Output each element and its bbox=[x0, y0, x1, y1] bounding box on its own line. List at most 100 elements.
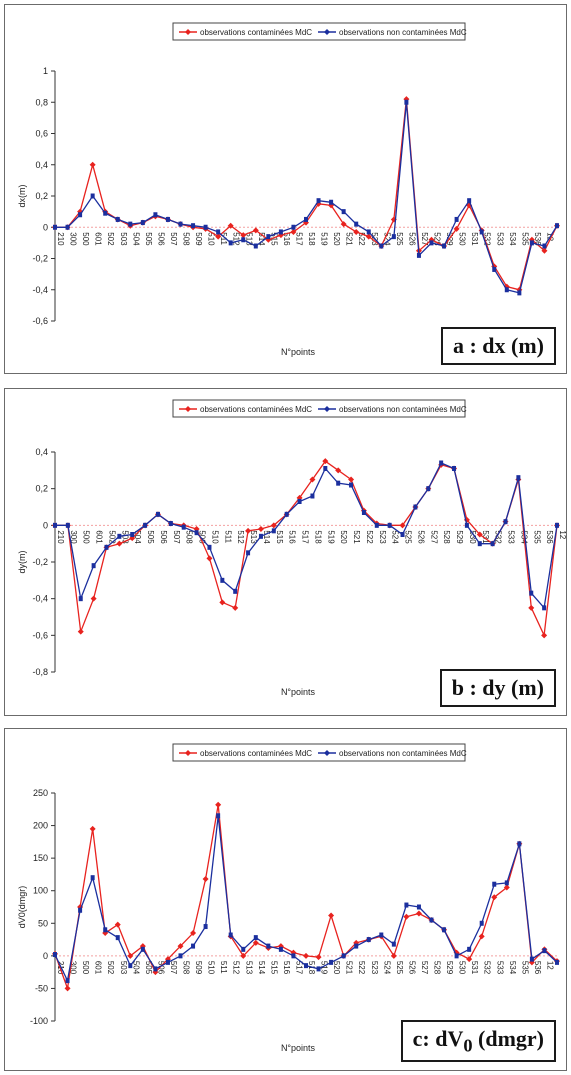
point-contam-dv0 bbox=[328, 912, 335, 919]
x-tick-label-dx: 500 bbox=[81, 232, 90, 246]
point-noncontam-dy bbox=[374, 522, 379, 528]
legend-marker-noncontam-dx bbox=[324, 29, 330, 35]
x-tick-label-dv0: 533 bbox=[495, 961, 504, 975]
point-contam-dx bbox=[340, 221, 347, 228]
point-noncontam-dy bbox=[130, 532, 135, 537]
point-noncontam-dx bbox=[429, 240, 434, 246]
point-noncontam-dy bbox=[78, 596, 83, 602]
point-noncontam-dx bbox=[517, 290, 522, 296]
x-tick-label-dy: 507 bbox=[172, 530, 181, 544]
x-tick-label-dy: 524 bbox=[391, 530, 400, 544]
point-noncontam-dx bbox=[442, 243, 447, 249]
point-noncontam-dv0 bbox=[115, 935, 120, 941]
chart-svg-dv0: observations contaminées MdC observations… bbox=[17, 743, 560, 1053]
point-contam-dx bbox=[353, 228, 360, 235]
legend-label-contam-dv0: observations contaminées MdC bbox=[200, 749, 312, 758]
x-tick-label-dx: 510 bbox=[207, 232, 216, 246]
point-noncontam-dy bbox=[271, 528, 276, 534]
y-tick-label-dy: 0,2 bbox=[35, 484, 48, 494]
point-contam-dy bbox=[257, 526, 264, 532]
point-noncontam-dx bbox=[555, 223, 559, 229]
chart-svg-dx: observations contaminées MdC observations… bbox=[17, 22, 560, 357]
y-tick-label-dx: 0,4 bbox=[35, 160, 48, 170]
x-tick-label-dx: 504 bbox=[131, 232, 140, 246]
x-tick-label-dy: 525 bbox=[404, 530, 413, 544]
legend-label-contam-dy: observations contaminées MdC bbox=[200, 405, 312, 414]
point-contam-dv0 bbox=[478, 933, 485, 940]
point-noncontam-dy bbox=[117, 533, 122, 539]
x-axis-title-dx: N°points bbox=[281, 347, 316, 357]
point-noncontam-dv0 bbox=[291, 953, 296, 959]
series-line-contam-dy bbox=[55, 460, 558, 638]
x-tick-label-dv0: 516 bbox=[282, 961, 291, 975]
x-tick-label-dx: 505 bbox=[144, 232, 153, 246]
point-noncontam-dy bbox=[91, 563, 96, 569]
point-noncontam-dy bbox=[426, 486, 431, 492]
point-contam-dv0 bbox=[240, 952, 247, 959]
point-noncontam-dv0 bbox=[504, 880, 509, 886]
x-tick-label-dv0: 530 bbox=[458, 961, 467, 975]
point-noncontam-dv0 bbox=[555, 959, 559, 965]
x-tick-label-dv0: 520 bbox=[332, 961, 341, 975]
point-noncontam-dx bbox=[178, 221, 183, 227]
legend-marker-contam-dv0 bbox=[185, 750, 191, 756]
y-tick-label-dx: -0,6 bbox=[32, 316, 48, 326]
x-tick-label-dx: 601 bbox=[94, 232, 103, 246]
panel-label-dv0-sub: 0 bbox=[463, 1035, 473, 1055]
legend-dy: observations contaminées MdC observations… bbox=[172, 399, 467, 418]
y-tick-label-dv0: -50 bbox=[35, 983, 48, 993]
point-contam-dx bbox=[365, 233, 372, 240]
x-tick-label-dx: 512 bbox=[232, 232, 241, 246]
x-tick-label-dx: 535 bbox=[520, 232, 529, 246]
x-tick-label-dv0: 529 bbox=[445, 961, 454, 975]
legend-label-contam-dx: observations contaminées MdC bbox=[200, 28, 312, 37]
x-tick-label-dv0: 526 bbox=[407, 961, 416, 975]
point-contam-dv0 bbox=[102, 930, 109, 937]
point-noncontam-dv0 bbox=[316, 966, 321, 972]
point-noncontam-dv0 bbox=[216, 813, 221, 819]
x-tick-label-dy: 521 bbox=[352, 530, 361, 544]
point-contam-dv0 bbox=[415, 910, 422, 917]
point-contam-dy bbox=[232, 604, 239, 611]
point-contam-dy bbox=[322, 458, 329, 465]
legend-label-noncontam-dy: observations non contaminées MdC bbox=[339, 405, 467, 414]
x-tick-label-dv0: 509 bbox=[194, 961, 203, 975]
point-contam-dy bbox=[309, 476, 316, 483]
point-contam-dx bbox=[290, 228, 297, 235]
x-tick-label-dy: 529 bbox=[455, 530, 464, 544]
panel-label-dv0-tail: (dmgr) bbox=[472, 1025, 544, 1051]
x-tick-label-dv0: 503 bbox=[119, 961, 128, 975]
x-tick-label-dx: 536 bbox=[533, 232, 542, 246]
point-noncontam-dv0 bbox=[203, 924, 208, 930]
point-noncontam-dv0 bbox=[416, 904, 421, 910]
x-tick-label-dy: 514 bbox=[262, 530, 271, 544]
chart-svg-dy: observations contaminées MdC observations… bbox=[17, 399, 567, 697]
x-tick-label-dv0: 12 bbox=[545, 961, 554, 970]
point-noncontam-dy bbox=[181, 524, 186, 530]
x-tick-label-dv0: 522 bbox=[357, 961, 366, 975]
panel-label-dv0: c: dV0 (dmgr) bbox=[400, 1019, 556, 1062]
chart-panel-dv0: observations contaminées MdC observations… bbox=[4, 728, 567, 1071]
x-tick-label-dy: 504 bbox=[133, 530, 142, 544]
point-noncontam-dv0 bbox=[90, 875, 95, 881]
point-noncontam-dx bbox=[278, 229, 283, 235]
point-noncontam-dv0 bbox=[517, 841, 522, 847]
legend-marker-contam-dy bbox=[185, 406, 191, 412]
point-noncontam-dy bbox=[452, 466, 457, 471]
point-noncontam-dx bbox=[291, 224, 296, 230]
point-noncontam-dy bbox=[400, 532, 405, 537]
series-line-noncontam-dx bbox=[55, 102, 558, 294]
point-noncontam-dy bbox=[310, 493, 315, 499]
x-tick-label-dv0: 500 bbox=[81, 961, 90, 975]
point-noncontam-dy bbox=[233, 588, 238, 594]
point-noncontam-dv0 bbox=[479, 920, 484, 926]
x-tick-label-dv0: 512 bbox=[232, 961, 241, 975]
y-tick-label-dy: -0,8 bbox=[32, 667, 48, 677]
point-noncontam-dy bbox=[503, 519, 508, 525]
x-tick-label-dy: 601 bbox=[95, 530, 104, 544]
point-noncontam-dy bbox=[143, 522, 148, 528]
point-contam-dy bbox=[335, 467, 342, 474]
point-noncontam-dy bbox=[477, 541, 482, 547]
x-tick-label-dx: 507 bbox=[169, 232, 178, 246]
x-tick-label-dy: 210 bbox=[56, 530, 65, 544]
